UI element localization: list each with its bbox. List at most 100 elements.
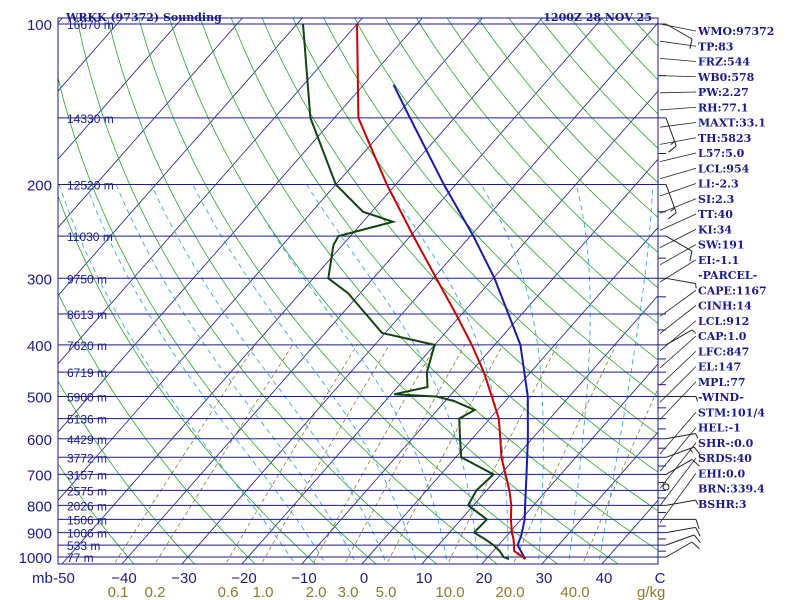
- mixing-ratio-tick-label: 0.6: [218, 584, 239, 600]
- wind-barb: [665, 433, 699, 440]
- temperature-tick-label: 40: [596, 570, 613, 587]
- index-leader-line: [659, 442, 697, 489]
- temperature-tick-label: -50: [53, 570, 75, 587]
- axis-labels: 16670 m 14330 m 12520 m 11030 m 9750 m 8613 m…: [19, 17, 775, 600]
- height-label: 7620 m: [67, 339, 107, 353]
- index-leader-line: [659, 91, 697, 94]
- index-leader-line: [659, 198, 697, 214]
- temperature-tick-label: 20: [476, 570, 493, 587]
- wind-barb-flag: [691, 459, 700, 467]
- index-label: LFC:847: [698, 345, 749, 358]
- wind-barb-staff: [665, 433, 696, 440]
- isotherm-line: [361, 226, 658, 564]
- dry-adiabat-line: [58, 194, 317, 564]
- index-label: LI:-2.3: [698, 178, 739, 191]
- height-label: 3157 m: [67, 468, 107, 482]
- wind-barb-staff: [665, 235, 693, 252]
- index-leader-line: [659, 167, 697, 180]
- wind-barb-staff: [665, 23, 693, 40]
- index-leader-line: [659, 106, 697, 111]
- index-label: SHR-:0.0: [698, 437, 754, 450]
- index-leader-line: [659, 228, 697, 248]
- mixing-ratio-tick-label: 1.0: [253, 584, 274, 600]
- index-label: CAPE:1167: [698, 284, 767, 297]
- index-leader-line: [659, 381, 697, 420]
- isotherm-line: [421, 295, 658, 564]
- mixing-ratio-line: [260, 344, 390, 564]
- index-leader-line: [659, 427, 697, 472]
- height-label: 14330 m: [67, 112, 114, 126]
- temperature-tick-label: −30: [171, 570, 196, 587]
- index-label: BSHR:3: [698, 498, 747, 511]
- temperature-tick-label: 0: [360, 570, 368, 587]
- isotherm-line: [58, 18, 483, 501]
- wind-barb-half-flag: [689, 448, 694, 453]
- index-label: KI:34: [698, 223, 732, 236]
- moist-adiabat-line: [385, 184, 509, 564]
- isotherm-line: [58, 18, 423, 433]
- height-label: 1006 m: [67, 527, 107, 541]
- wind-barb-half-flag: [670, 207, 675, 212]
- wind-barb: [665, 534, 701, 546]
- pressure-tick-label: 600: [27, 432, 52, 449]
- moist-adiabat-line: [598, 184, 654, 564]
- wind-barb: [665, 526, 701, 537]
- pressure-tick-label: 200: [27, 177, 52, 194]
- temperature-tick-label: −20: [231, 570, 256, 587]
- index-label: FRZ:544: [698, 56, 750, 69]
- temperature-tick-label: −40: [111, 570, 136, 587]
- pressure-tick-label: 900: [27, 526, 52, 543]
- moist-adiabat-line: [568, 184, 591, 564]
- index-leader-line: [659, 58, 697, 62]
- index-leader-line: [659, 305, 697, 334]
- wind-barb-flag: [695, 527, 701, 537]
- mixing-ratio-tick-label: 0.2: [145, 584, 166, 600]
- temperature-tick-label: −10: [291, 570, 316, 587]
- dry-adiabat-line: [58, 292, 256, 564]
- index-leader-line: [659, 366, 697, 403]
- wind-barb-flag: [689, 250, 693, 261]
- parcel-trace: [392, 84, 529, 560]
- isotherm-line: [0, 0, 19, 568]
- index-label: L57:5.0: [698, 147, 745, 160]
- height-label: 5900 m: [67, 391, 107, 405]
- index-label: TP:83: [698, 40, 733, 53]
- moist-adiabat-line: [243, 184, 448, 564]
- mixing-ratio-line: [582, 387, 658, 564]
- wind-barb-staff: [665, 184, 677, 213]
- index-leader-line: [659, 152, 697, 162]
- pressure-tick-label: 1000: [19, 550, 52, 567]
- isotherm-line: [58, 18, 303, 297]
- dewpoint-trace: [302, 23, 510, 561]
- plot-frame: [57, 17, 659, 565]
- mixing-ratio-tick-label: 10.0: [435, 584, 464, 600]
- plot-area: [0, 0, 658, 568]
- mixing-ratio-line: [386, 344, 504, 564]
- wind-barb-staff: [665, 459, 693, 475]
- pressure-tick-label: 100: [27, 17, 52, 34]
- index-leader-line: [659, 40, 697, 47]
- wind-barb-flag: [693, 534, 701, 544]
- index-leader-line: [659, 289, 697, 317]
- wind-barb: [665, 541, 700, 558]
- index-label: WB0:578: [697, 71, 755, 84]
- isotherm-line: [241, 90, 658, 564]
- mixing-ratio-line: [154, 344, 293, 564]
- isotherm-line: [61, 18, 543, 564]
- dry-adiabat-line: [58, 380, 196, 564]
- index-label: -WIND-: [698, 391, 744, 404]
- index-leader-line: [659, 335, 697, 369]
- moist-adiabat-line: [85, 184, 327, 564]
- isotherm-line: [481, 363, 658, 564]
- wind-barb-flag: [668, 212, 677, 220]
- index-label: LCL:954: [698, 162, 750, 175]
- wind-barb: [665, 329, 697, 346]
- index-leader-line: [659, 259, 697, 283]
- isotherm-line: [541, 431, 658, 564]
- mixing-ratio-line: [113, 344, 256, 564]
- wind-barb: [665, 235, 693, 261]
- index-leader-line: [659, 75, 697, 78]
- wind-barb-staff: [665, 446, 695, 458]
- temperature-trace: [356, 23, 526, 560]
